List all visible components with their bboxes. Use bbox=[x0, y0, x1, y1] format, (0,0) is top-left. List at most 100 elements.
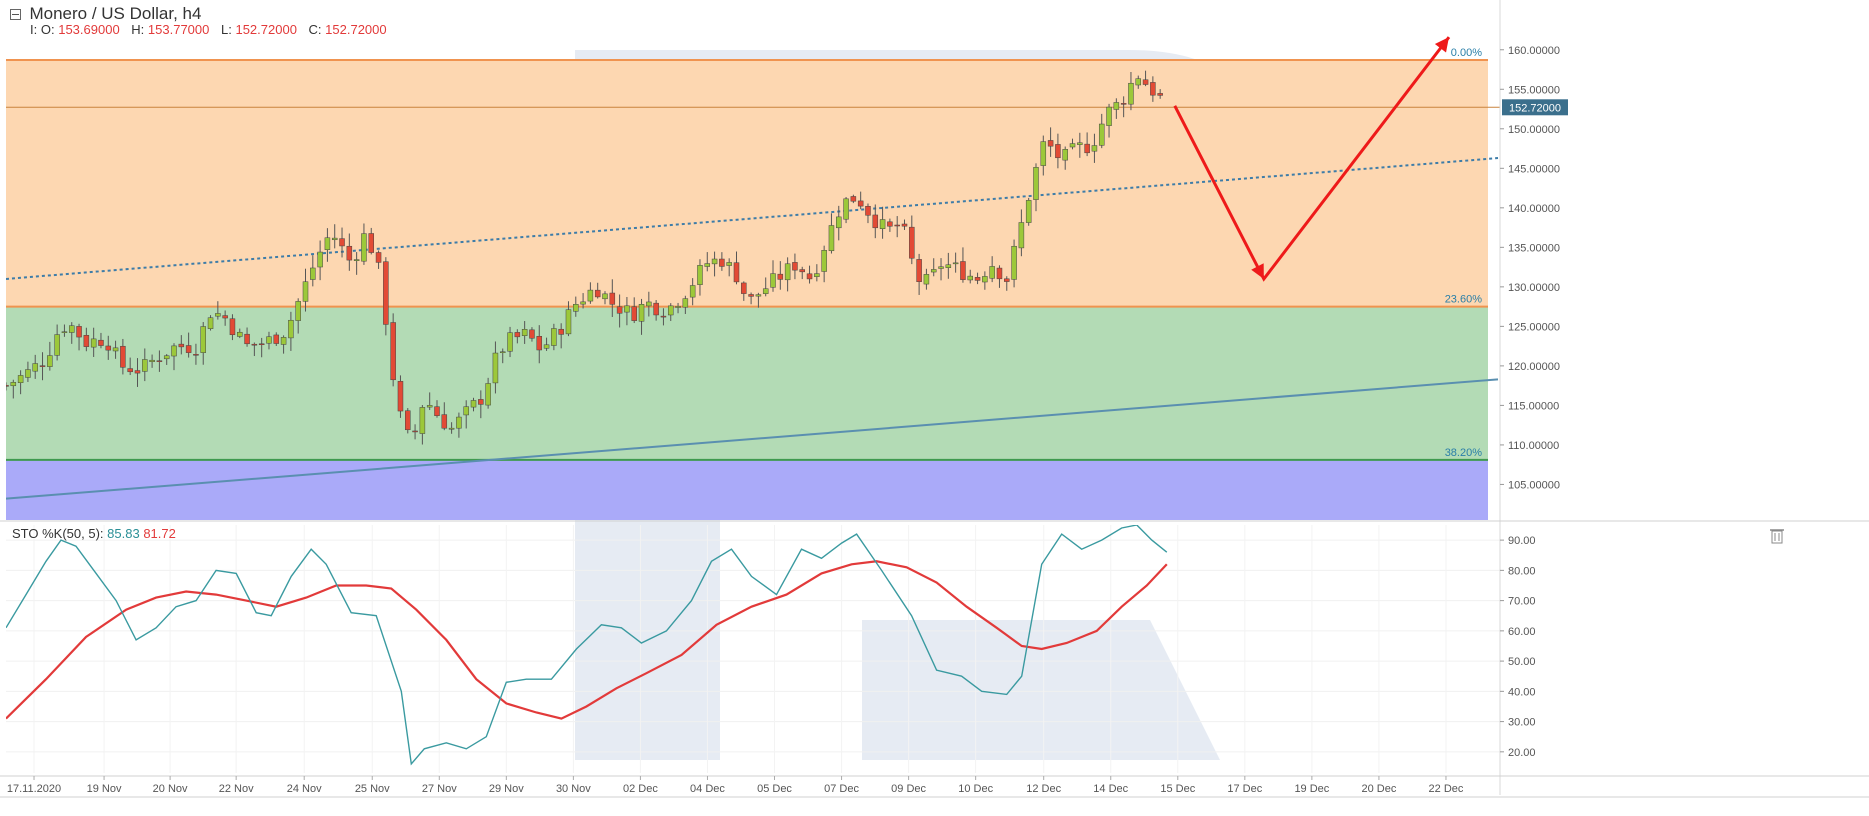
candle-body bbox=[390, 322, 396, 381]
candle-body bbox=[244, 333, 250, 345]
price-tick-label: 115.00000 bbox=[1508, 400, 1559, 412]
candle-body bbox=[784, 263, 791, 281]
candle-body bbox=[587, 289, 594, 302]
candle-body bbox=[733, 262, 740, 283]
candle-body bbox=[872, 214, 879, 229]
high-key: H: bbox=[131, 22, 145, 37]
candle-body bbox=[229, 318, 236, 336]
candle-body bbox=[865, 205, 871, 216]
candle-body bbox=[1055, 144, 1061, 159]
price-panel bbox=[6, 36, 1500, 520]
candle-body bbox=[514, 332, 521, 338]
fib-zone-0-23 bbox=[6, 60, 1488, 307]
candle-body bbox=[456, 416, 462, 429]
candle-body bbox=[295, 301, 301, 321]
collapse-icon[interactable] bbox=[10, 8, 21, 20]
stoch-tick-label: 80.00 bbox=[1508, 565, 1536, 577]
candle-body bbox=[580, 301, 586, 305]
price-tick-label: 145.00000 bbox=[1508, 163, 1560, 175]
candle-body bbox=[485, 383, 491, 406]
candle-body bbox=[989, 266, 995, 279]
time-tick-label: 17 Dec bbox=[1227, 783, 1262, 795]
candle-body bbox=[1033, 167, 1039, 200]
candle-body bbox=[222, 315, 228, 319]
stochastic-header: STO %K(50, 5): 85.83 81.72 bbox=[12, 526, 176, 541]
candle-body bbox=[353, 259, 360, 261]
fib-zone-below-38 bbox=[6, 459, 1488, 520]
candle-body bbox=[624, 305, 630, 313]
candle-body bbox=[98, 339, 104, 346]
stoch-tick-label: 20.00 bbox=[1508, 747, 1536, 759]
candle-body bbox=[127, 368, 133, 373]
low-value: 152.72000 bbox=[235, 22, 297, 37]
candle-body bbox=[1106, 106, 1112, 126]
stoch-tick-label: 40.00 bbox=[1508, 686, 1536, 698]
candle-body bbox=[616, 306, 623, 314]
candle-body bbox=[383, 261, 389, 325]
candle-body bbox=[1077, 142, 1083, 145]
candle-body bbox=[697, 265, 703, 285]
open-value: 153.69000 bbox=[58, 22, 120, 37]
candle-body bbox=[1120, 103, 1127, 105]
candle-body bbox=[646, 301, 652, 307]
price-tick-label: 135.00000 bbox=[1508, 242, 1560, 254]
trash-icon[interactable] bbox=[1770, 529, 1784, 544]
candle-body bbox=[412, 430, 418, 433]
candle-body bbox=[478, 399, 484, 405]
candle-body bbox=[346, 245, 353, 261]
candle-body bbox=[602, 293, 608, 300]
candle-body bbox=[200, 326, 206, 353]
candle-body bbox=[711, 258, 718, 265]
time-tick-label: 25 Nov bbox=[355, 783, 390, 795]
candle-body bbox=[324, 237, 331, 250]
candle-body bbox=[142, 359, 148, 372]
candle-body bbox=[1157, 93, 1163, 96]
stochastic-label: STO %K(50, 5): bbox=[12, 526, 104, 541]
candle-body bbox=[879, 219, 886, 229]
candle-body bbox=[156, 360, 163, 362]
candle-body bbox=[675, 306, 681, 308]
candle-body bbox=[843, 198, 849, 220]
candlesticks bbox=[6, 70, 1163, 445]
fib-zone-23-38 bbox=[6, 306, 1488, 460]
candle-body bbox=[573, 304, 579, 312]
low-key: L: bbox=[221, 22, 232, 37]
time-tick-label: 19 Nov bbox=[87, 783, 122, 795]
candle-body bbox=[1025, 200, 1032, 223]
candle-body bbox=[83, 335, 90, 347]
candle-body bbox=[762, 288, 769, 294]
candle-body bbox=[551, 328, 557, 346]
candle-body bbox=[521, 329, 528, 336]
candle-body bbox=[492, 352, 499, 384]
fib-label-0: 0.00% bbox=[1451, 47, 1482, 59]
candle-body bbox=[499, 351, 506, 354]
candle-body bbox=[916, 259, 922, 282]
time-tick-label: 14 Dec bbox=[1093, 783, 1128, 795]
ohlc-prefix: I: bbox=[30, 22, 38, 37]
candle-body bbox=[419, 407, 426, 434]
candle-body bbox=[594, 289, 601, 298]
candle-body bbox=[68, 325, 75, 333]
candle-body bbox=[609, 292, 616, 305]
candle-body bbox=[361, 233, 367, 262]
candle-body bbox=[17, 375, 24, 383]
chart-title: Monero / US Dollar, h4 bbox=[29, 4, 202, 23]
candle-body bbox=[120, 345, 126, 368]
candle-body bbox=[996, 267, 1003, 280]
candle-body bbox=[755, 294, 762, 297]
candle-body bbox=[507, 332, 513, 352]
time-tick-label: 17.11.2020 bbox=[7, 783, 61, 795]
candle-body bbox=[1004, 278, 1010, 282]
price-tick-label: 120.00000 bbox=[1508, 361, 1560, 373]
candle-body bbox=[887, 221, 893, 227]
candle-body bbox=[909, 226, 915, 259]
candle-body bbox=[215, 313, 221, 317]
candle-body bbox=[90, 338, 97, 348]
candle-body bbox=[237, 331, 243, 337]
candle-body bbox=[251, 343, 258, 346]
candle-body bbox=[821, 250, 827, 272]
candle-body bbox=[32, 363, 38, 372]
candle-body bbox=[1091, 145, 1098, 152]
candle-body bbox=[770, 273, 776, 288]
